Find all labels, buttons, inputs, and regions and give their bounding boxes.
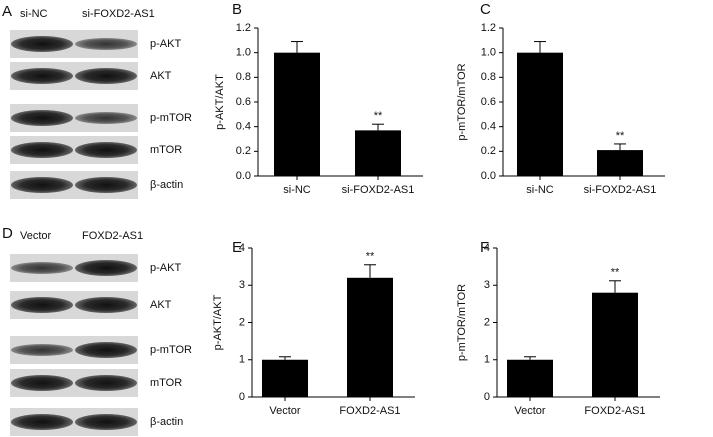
band-label: AKT bbox=[150, 299, 172, 311]
y-tick-label: 2 bbox=[484, 316, 490, 328]
x-tick-label: Vector bbox=[514, 405, 546, 417]
panel-letter: A bbox=[2, 3, 12, 20]
x-tick-label: si-FOXD2-AS1 bbox=[342, 184, 415, 196]
blot-band bbox=[75, 375, 137, 391]
y-tick-label: 3 bbox=[484, 279, 490, 291]
blot-band bbox=[75, 112, 137, 124]
panel-letter: B bbox=[232, 1, 242, 18]
y-tick-label: 4 bbox=[484, 242, 490, 254]
y-tick-label: 1.0 bbox=[236, 47, 251, 59]
y-tick-label: 1.2 bbox=[236, 22, 251, 34]
y-tick-label: 3 bbox=[239, 279, 245, 291]
blot-band bbox=[11, 68, 73, 84]
blot-band bbox=[75, 142, 137, 158]
significance: ** bbox=[366, 251, 375, 263]
y-tick-label: 0.8 bbox=[481, 71, 496, 83]
y-tick-label: 0.4 bbox=[236, 121, 251, 133]
band-label: mTOR bbox=[150, 377, 182, 389]
blot-band bbox=[75, 177, 137, 193]
y-tick-label: 0.0 bbox=[481, 170, 496, 182]
blot-band bbox=[11, 36, 73, 52]
bar bbox=[347, 277, 393, 397]
band-label: p-AKT bbox=[150, 38, 181, 50]
lane-label: FOXD2-AS1 bbox=[82, 230, 143, 242]
blot-band bbox=[11, 375, 73, 391]
bar bbox=[355, 130, 401, 176]
blot-band bbox=[75, 342, 137, 358]
blot-band bbox=[11, 142, 73, 158]
panel-letter: E bbox=[232, 239, 242, 256]
y-tick-label: 0.8 bbox=[236, 71, 251, 83]
significance: ** bbox=[374, 110, 383, 122]
blot-band bbox=[75, 414, 137, 430]
y-tick-label: 0.6 bbox=[236, 96, 251, 108]
x-tick-label: Vector bbox=[269, 405, 301, 417]
y-tick-label: 2 bbox=[239, 316, 245, 328]
x-tick-label: FOXD2-AS1 bbox=[339, 405, 400, 417]
lane-label: Vector bbox=[20, 230, 52, 242]
y-tick-label: 0.0 bbox=[236, 170, 251, 182]
x-tick-label: FOXD2-AS1 bbox=[584, 405, 645, 417]
y-tick-label: 1.0 bbox=[481, 47, 496, 59]
band-label: AKT bbox=[150, 70, 172, 82]
x-tick-label: si-NC bbox=[526, 184, 554, 196]
y-axis-label: p-mTOR/mTOR bbox=[456, 284, 468, 361]
band-label: p-mTOR bbox=[150, 344, 192, 356]
blot-band bbox=[75, 68, 137, 84]
blot-band bbox=[11, 262, 73, 274]
y-axis-label: p-AKT/AKT bbox=[214, 74, 226, 130]
y-tick-label: 0.4 bbox=[481, 121, 496, 133]
band-label: p-mTOR bbox=[150, 112, 192, 124]
y-axis-label: p-mTOR/mTOR bbox=[456, 63, 468, 140]
y-tick-label: 1 bbox=[484, 354, 490, 366]
bar bbox=[592, 292, 638, 397]
lane-label: si-NC bbox=[20, 8, 48, 20]
band-label: β-actin bbox=[150, 179, 183, 191]
y-axis-label: p-AKT/AKT bbox=[212, 294, 224, 350]
panel-letter: F bbox=[480, 239, 489, 256]
bar bbox=[274, 52, 320, 176]
panel-letter: C bbox=[480, 1, 491, 18]
y-tick-label: 0.2 bbox=[481, 145, 496, 157]
x-tick-label: si-NC bbox=[283, 184, 311, 196]
significance: ** bbox=[611, 267, 620, 279]
blot-band bbox=[11, 344, 73, 356]
bar bbox=[517, 52, 563, 176]
y-tick-label: 0.6 bbox=[481, 96, 496, 108]
blot-band bbox=[75, 38, 137, 50]
blot-band bbox=[11, 414, 73, 430]
significance: ** bbox=[616, 130, 625, 142]
y-tick-label: 4 bbox=[239, 242, 245, 254]
bar bbox=[597, 150, 643, 176]
blot-band bbox=[75, 260, 137, 276]
blot-band bbox=[11, 110, 73, 126]
blot-band bbox=[11, 297, 73, 313]
y-tick-label: 0 bbox=[484, 391, 490, 403]
y-tick-label: 0.2 bbox=[236, 145, 251, 157]
band-label: β-actin bbox=[150, 416, 183, 428]
y-tick-label: 1 bbox=[239, 354, 245, 366]
y-tick-label: 0 bbox=[239, 391, 245, 403]
bar bbox=[507, 359, 553, 397]
blot-band bbox=[75, 297, 137, 313]
band-label: p-AKT bbox=[150, 262, 181, 274]
panel-letter: D bbox=[2, 225, 13, 242]
bar bbox=[262, 359, 308, 397]
blot-band bbox=[11, 177, 73, 193]
lane-label: si-FOXD2-AS1 bbox=[82, 8, 155, 20]
band-label: mTOR bbox=[150, 144, 182, 156]
x-tick-label: si-FOXD2-AS1 bbox=[584, 184, 657, 196]
y-tick-label: 1.2 bbox=[481, 22, 496, 34]
